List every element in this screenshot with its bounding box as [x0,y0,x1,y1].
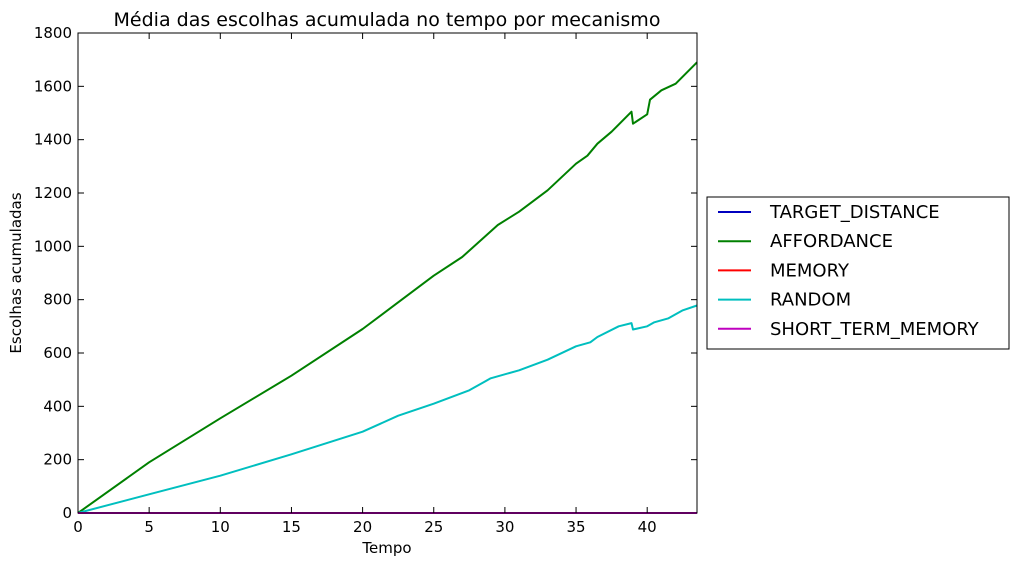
x-tick-label: 40 [638,518,657,536]
y-axis-label: Escolhas acumuladas [7,192,25,353]
y-tick-label: 1800 [34,24,72,42]
legend-label: MEMORY [770,260,850,281]
x-tick-label: 35 [566,518,585,536]
y-tick-label: 600 [43,344,72,362]
legend-label: TARGET_DISTANCE [769,202,940,223]
x-tick-label: 0 [73,518,83,536]
y-tick-label: 800 [43,291,72,309]
y-axis: 0 200 400 600 800 1000 1200 1400 1600 1800 [34,24,697,522]
legend-label: RANDOM [770,290,851,311]
y-tick-label: 1400 [34,131,72,149]
x-tick-label: 20 [353,518,372,536]
x-axis: 0 5 10 15 20 25 30 35 40 [73,33,657,536]
x-tick-label: 10 [211,518,230,536]
x-tick-label: 15 [282,518,301,536]
y-tick-label: 1200 [34,184,72,202]
x-tick-label: 5 [144,518,154,536]
y-tick-label: 400 [43,397,72,415]
series-line-random [77,304,698,514]
x-axis-label: Tempo [361,539,411,557]
chart-title: Média das escolhas acumulada no tempo po… [114,9,661,31]
x-tick-label: 30 [495,518,514,536]
legend-label: SHORT_TERM_MEMORY [770,319,980,340]
legend-label: AFFORDANCE [770,231,893,252]
y-tick-label: 1600 [34,77,72,95]
legend-items: TARGET_DISTANCE AFFORDANCE MEMORY RANDOM SHO… [718,202,980,340]
x-tick-label: 25 [424,518,443,536]
legend: TARGET_DISTANCE AFFORDANCE MEMORY RANDOM SHO… [706,196,1010,350]
series-group [77,61,698,514]
y-tick-label: 1000 [34,237,72,255]
series-line-affordance [77,61,698,514]
y-tick-label: 0 [62,504,72,522]
y-tick-label: 200 [43,451,72,469]
legend-box [706,196,1010,350]
plot-frame [77,32,698,514]
